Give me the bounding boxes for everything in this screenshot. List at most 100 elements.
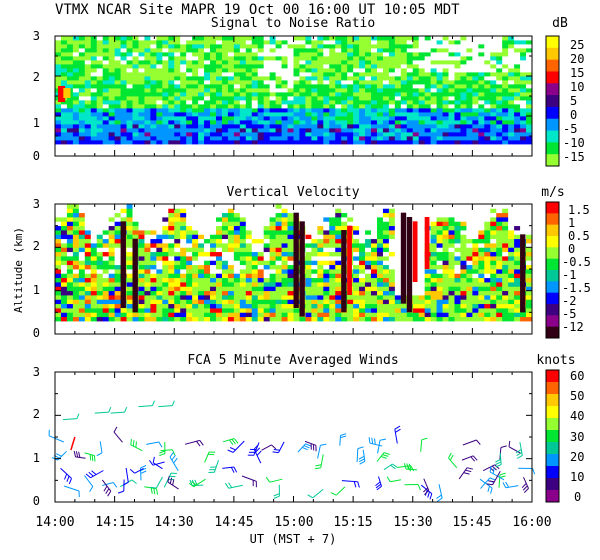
vel-cell [174, 282, 181, 287]
vel-cell [376, 316, 384, 322]
snr-cell [526, 96, 532, 101]
vel-cell [239, 290, 247, 296]
snr-cell [323, 84, 330, 89]
snr-cell [305, 124, 312, 129]
snr-cell [78, 56, 86, 61]
snr-cell [192, 48, 199, 53]
cb3-swatch-5 [546, 430, 559, 443]
snr-cell [275, 84, 282, 89]
vel-cell [227, 208, 235, 214]
snr-cell [430, 76, 437, 81]
vel-cell [442, 264, 449, 270]
snr-cell [108, 104, 116, 109]
snr-cell [508, 140, 515, 145]
vel-cell [311, 243, 318, 248]
vel-cell [472, 230, 479, 235]
vel-cell [454, 277, 461, 283]
vel-cell [508, 230, 515, 235]
vel-cell [371, 225, 378, 231]
vel-cell [215, 286, 223, 292]
snr-cell [210, 116, 217, 121]
snr-cell [198, 64, 205, 69]
vel-cell [359, 273, 366, 279]
vel-cell [245, 221, 253, 227]
vel-cell [388, 256, 396, 261]
snr-cell [239, 132, 247, 137]
vel-cell [72, 212, 80, 218]
snr-cell [436, 44, 443, 49]
snr-cell [162, 128, 169, 133]
snr-cell [114, 112, 121, 117]
vel-cell [472, 234, 479, 240]
snr-cell [174, 80, 181, 85]
vel-cell [102, 277, 110, 283]
vel-cell [180, 295, 187, 300]
vel-cell [502, 286, 509, 292]
wind-barb-shaft [60, 467, 72, 479]
snr-cell [394, 76, 402, 81]
snr-cell [215, 112, 223, 117]
snr-cell [108, 132, 116, 137]
snr-cell [502, 116, 509, 121]
vel-cell [221, 290, 229, 296]
vel-cell [215, 256, 223, 261]
vel-cell [508, 208, 515, 214]
wind-barb-flag [105, 488, 110, 494]
vel-cell [371, 312, 378, 318]
vel-cell [60, 295, 68, 300]
snr-cell [430, 132, 437, 137]
snr-cell [275, 116, 282, 121]
vel-cell [263, 256, 271, 261]
vel-cell [341, 312, 348, 318]
snr-cell [329, 52, 336, 57]
snr-cell [144, 84, 151, 89]
snr-cell [299, 116, 306, 121]
vel-cell [180, 286, 187, 292]
vel-cell [245, 277, 253, 283]
snr-cell [424, 64, 432, 69]
snr-cell [502, 84, 509, 89]
vel-cell [365, 316, 372, 322]
snr-cell [198, 128, 205, 133]
snr-cell [257, 132, 265, 137]
snr-cell [394, 40, 402, 45]
vel-cell [388, 208, 396, 214]
vel-cell [60, 251, 68, 257]
vel-cell [347, 303, 354, 309]
vel-cell [394, 243, 402, 248]
xtick-1515: 15:15 [333, 515, 372, 530]
snr-cell [382, 60, 390, 65]
snr-cell [251, 104, 259, 109]
snr-cell [466, 52, 473, 57]
snr-cell [448, 72, 455, 77]
vel-cell [210, 243, 217, 248]
wind-barb-flag [466, 467, 474, 470]
vel-cell [436, 225, 443, 231]
snr-cell [514, 76, 521, 81]
snr-cell [412, 124, 420, 129]
snr-cell [376, 56, 384, 61]
vel-cell [210, 273, 217, 279]
snr-cell [108, 120, 116, 125]
vel-cell [359, 208, 366, 214]
snr-cell [341, 84, 348, 89]
snr-cell [335, 76, 342, 81]
vel-cell [144, 251, 151, 257]
wind-barb-flag [390, 464, 396, 470]
vel-cell [144, 308, 151, 313]
vel-cell [126, 264, 133, 270]
vel-cell [233, 243, 241, 248]
wind-barb-flag [93, 455, 96, 462]
vel-cell [496, 308, 503, 313]
vel-cell [269, 299, 277, 305]
vel-cell [162, 273, 169, 279]
snr-cell [138, 100, 145, 105]
vel-cell [84, 316, 92, 322]
snr-cell [275, 72, 282, 77]
vel-cell [484, 286, 491, 292]
vel-cell [227, 247, 235, 253]
vel-cell [245, 225, 253, 231]
vel-cell [526, 225, 532, 231]
vel-cell [502, 212, 509, 218]
snr-cell [263, 108, 271, 113]
